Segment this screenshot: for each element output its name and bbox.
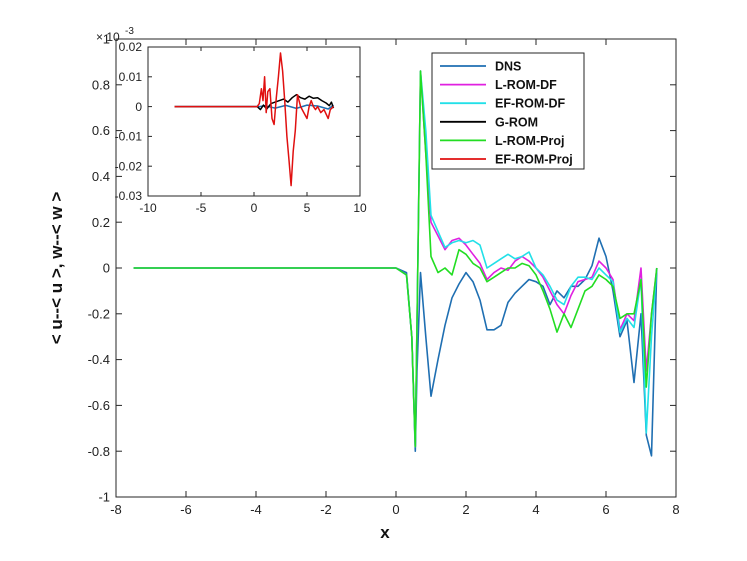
main-y-tick-label: 1 <box>103 32 110 47</box>
main-x-tick-label: 8 <box>672 502 679 517</box>
x-axis-label: x <box>380 523 390 542</box>
main-x-ticks: -8 -6 -4 -2 0 2 4 6 8 <box>110 39 680 517</box>
main-x-tick-label: -2 <box>320 502 332 517</box>
inset-y-tick-label: 0.01 <box>119 70 143 84</box>
legend-label-dns: DNS <box>495 60 521 74</box>
main-y-tick-label: -0.8 <box>88 444 110 459</box>
main-x-tick-label: 2 <box>462 502 469 517</box>
inset-x-tick-label: -10 <box>139 201 157 215</box>
main-y-tick-label: -0.6 <box>88 398 110 413</box>
inset-plot-frame <box>147 46 361 197</box>
inset-x-tick-label: 10 <box>353 201 367 215</box>
main-x-tick-label: -8 <box>110 502 122 517</box>
main-y-tick-label: -1 <box>98 490 110 505</box>
inset-y-ticks: -0.03 -0.02 -0.01 0 0.01 0.02 <box>115 40 360 203</box>
svg-text:-3: -3 <box>125 26 134 37</box>
inset-x-ticks: -10 -5 0 5 10 <box>139 47 367 215</box>
main-y-tick-label: 0.4 <box>92 169 110 184</box>
main-x-tick-label: 4 <box>532 502 539 517</box>
main-series-line-dns <box>133 237 658 457</box>
main-y-tick-label: 0.6 <box>92 123 110 138</box>
legend: DNS L-ROM-DF EF-ROM-DF G-ROM L-ROM-Proj EF-RO… <box>431 52 585 170</box>
main-y-tick-label: 0.2 <box>92 215 110 230</box>
y-axis-label: < u--< u >, w--< w > <box>47 192 66 345</box>
inset-x-tick-label: -5 <box>196 201 207 215</box>
inset-y-tick-label: -0.03 <box>115 189 143 203</box>
main-y-tick-label: -0.2 <box>88 306 110 321</box>
inset-y-tick-label: -0.01 <box>115 130 143 144</box>
main-y-tick-label: 0.8 <box>92 77 110 92</box>
inset-series-line-2 <box>174 52 335 187</box>
svg-text:× 10: × 10 <box>96 30 120 44</box>
legend-label-l-rom-df: L-ROM-DF <box>495 78 557 92</box>
main-x-tick-label: 6 <box>602 502 609 517</box>
legend-label-ef-rom-proj: EF-ROM-Proj <box>495 153 573 167</box>
main-x-tick-label: 0 <box>392 502 399 517</box>
y-scale-multiplier: × 10 -3 <box>96 26 134 44</box>
inset-series-group <box>174 52 335 187</box>
main-x-tick-label: -6 <box>180 502 192 517</box>
inset-x-tick-label: 5 <box>304 201 311 215</box>
main-axes: -8 -6 -4 -2 0 2 4 6 8 -1 -0.8 -0.6 -0.4 -0.2 0 0.2 0.4 0… <box>47 26 680 542</box>
legend-label-ef-rom-df: EF-ROM-DF <box>495 97 565 111</box>
inset-y-tick-label: -0.02 <box>115 159 143 173</box>
main-y-tick-label: 0 <box>103 261 110 276</box>
main-y-ticks: -1 -0.8 -0.6 -0.4 -0.2 0 0.2 0.4 0.6 0.8 1 <box>88 32 676 505</box>
main-y-tick-label: -0.4 <box>88 352 110 367</box>
legend-entries: DNS L-ROM-DF EF-ROM-DF G-ROM L-ROM-Proj EF-RO… <box>440 60 573 167</box>
inset-x-tick-label: 0 <box>251 201 258 215</box>
legend-box <box>431 52 585 170</box>
legend-label-g-rom: G-ROM <box>495 115 538 129</box>
legend-label-l-rom-proj: L-ROM-Proj <box>495 134 564 148</box>
inset-axes: -10 -5 0 5 10 -0.03 -0.02 -0.01 0 0.01 0.02 <box>115 40 367 215</box>
main-x-tick-label: -4 <box>250 502 262 517</box>
inset-y-tick-label: 0 <box>135 100 142 114</box>
main-series-group <box>133 70 658 457</box>
main-series-line-l-rom-proj <box>133 70 658 448</box>
inset-series-line-1 <box>174 93 335 111</box>
inset-y-tick-label: 0.02 <box>119 40 143 54</box>
